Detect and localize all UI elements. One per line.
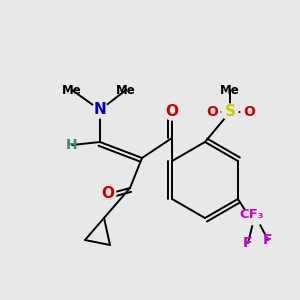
- Circle shape: [241, 104, 257, 120]
- Circle shape: [92, 102, 108, 118]
- Text: O: O: [206, 105, 218, 119]
- Text: H: H: [66, 138, 78, 152]
- Circle shape: [245, 205, 265, 225]
- Text: Me: Me: [220, 83, 240, 97]
- Circle shape: [100, 186, 116, 202]
- Text: S: S: [224, 104, 236, 119]
- Text: F: F: [263, 233, 273, 247]
- Text: Me: Me: [62, 83, 82, 97]
- Circle shape: [222, 104, 238, 120]
- Text: O: O: [101, 187, 115, 202]
- Text: O: O: [243, 105, 255, 119]
- Circle shape: [164, 104, 180, 120]
- Text: Me: Me: [116, 83, 136, 97]
- Text: N: N: [94, 103, 106, 118]
- Text: CF₃: CF₃: [240, 208, 264, 221]
- Circle shape: [204, 104, 220, 120]
- Text: O: O: [166, 104, 178, 119]
- Text: F: F: [243, 236, 253, 250]
